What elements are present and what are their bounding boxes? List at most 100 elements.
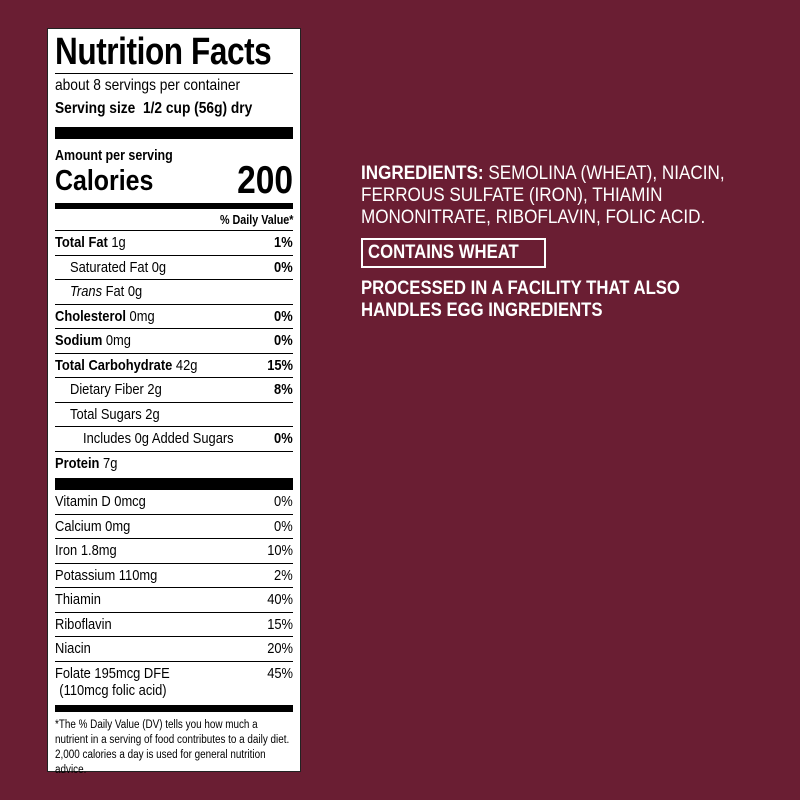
servings-per-container: about 8 servings per container (55, 74, 293, 97)
nutrient-daily-value: 1% (274, 234, 293, 252)
nutrient-name: Total Sugars (70, 405, 142, 423)
thick-divider (55, 478, 293, 490)
amount-per-serving-text: Amount per serving (55, 148, 173, 164)
nutrient-name: Includes 0g Added Sugars (83, 430, 234, 448)
facility-statement: PROCESSED IN A FACILITY THAT ALSO HANDLE… (361, 278, 781, 322)
vitamin-daily-value: 2% (274, 566, 293, 584)
vitamin-label: Riboflavin (55, 616, 112, 633)
nutrient-label: Dietary Fiber 2g (70, 381, 162, 398)
vitamin-label: Potassium 110mg (55, 567, 157, 584)
vitamin-label: Vitamin D 0mcg (55, 493, 146, 510)
nutrient-daily-value: 15% (267, 356, 293, 374)
vitamin-daily-value: 20% (267, 640, 293, 658)
vitamin-name: Potassium 110mg (55, 566, 158, 584)
nutrient-amount: 1g (111, 234, 126, 252)
nutrient-name: Total Fat (55, 234, 108, 252)
nutrient-list: Total Fat 1g 1% Saturated Fat 0g 0% Trans Fa… (55, 231, 293, 476)
vitamin-name: Vitamin D 0mcg (55, 493, 146, 511)
nutrient-amount: Fat 0g (105, 283, 143, 301)
vitamin-name: Calcium 0mg (55, 517, 131, 535)
footnote-text: *The % Daily Value (DV) tells you how mu… (55, 718, 290, 776)
serving-size: Serving size 1/2 cup (56g) dry (55, 97, 293, 120)
nutrient-row: Total Fat 1g 1% (55, 231, 293, 256)
medium-divider (55, 704, 293, 712)
nutrient-name: Dietary Fiber (70, 381, 144, 399)
nutrient-name: Saturated Fat (70, 258, 149, 276)
nutrient-label: Total Sugars 2g (70, 406, 160, 423)
vitamin-daily-value: 15% (267, 615, 293, 633)
nutrient-amount: 0mg (129, 307, 155, 325)
nutrient-row: Total Sugars 2g (55, 403, 293, 427)
nutrient-row: Cholesterol 0mg 0% (55, 305, 293, 329)
nutrient-daily-value: 0% (274, 332, 293, 350)
medium-divider (55, 203, 293, 209)
allergen-text: CONTAINS WHEAT (368, 242, 519, 263)
vitamin-name: Niacin (55, 640, 91, 658)
nutrient-label: Trans Fat 0g (70, 283, 142, 300)
vitamin-row: Iron 1.8mg 10% (55, 539, 293, 564)
facility-line: HANDLES EGG INGREDIENTS (361, 300, 603, 321)
vitamin-list: Vitamin D 0mcg 0% Calcium 0mg 0% Iron 1.8mg 1… (55, 490, 293, 705)
vitamin-name: Folate 195mcg DFE (55, 664, 170, 682)
vitamin-label: Iron 1.8mg (55, 542, 117, 559)
ingredients-line: MONONITRATE, RIBOFLAVIN, FOLIC ACID. (361, 207, 706, 228)
nutrient-label: Includes 0g Added Sugars (83, 430, 234, 447)
vitamin-daily-value: 40% (267, 591, 293, 609)
vitamin-name: Riboflavin (55, 615, 112, 633)
nutrient-name: Protein (55, 455, 100, 473)
daily-value-text: % Daily Value* (219, 213, 293, 227)
allergen-box: CONTAINS WHEAT (361, 238, 547, 268)
calories-label: Calories (55, 165, 154, 197)
ingredients-line: SEMOLINA (WHEAT), NIACIN, (488, 163, 725, 184)
vitamin-row: Thiamin 40% (55, 588, 293, 613)
nutrient-name: Total Carbohydrate (55, 356, 173, 374)
ingredients-statement: INGREDIENTS: SEMOLINA (WHEAT), NIACIN, F… (361, 163, 781, 229)
nutrient-row: Dietary Fiber 2g 8% (55, 378, 293, 403)
title-text: Nutrition Facts (55, 31, 272, 73)
nutrient-row: Sodium 0mg 0% (55, 329, 293, 354)
vitamin-row: Vitamin D 0mcg 0% (55, 490, 293, 515)
vitamin-label: Folate 195mcg DFE (110mcg folic acid) (55, 665, 170, 699)
divider (55, 73, 293, 74)
serving-size-value: 1/2 cup (56g) dry (142, 100, 253, 117)
vitamin-label: Thiamin (55, 591, 101, 608)
nutrient-row: Includes 0g Added Sugars 0% (55, 427, 293, 452)
vitamin-daily-value: 0% (274, 493, 293, 511)
nutrient-amount: 42g (175, 356, 198, 374)
vitamin-row: Niacin 20% (55, 637, 293, 662)
vitamin-label: Niacin (55, 640, 91, 657)
nutrient-daily-value: 0% (274, 430, 293, 448)
vitamin-row: Potassium 110mg 2% (55, 564, 293, 588)
nutrient-label: Total Carbohydrate 42g (55, 357, 197, 374)
nutrient-daily-value: 0% (274, 258, 293, 276)
vitamin-label: Calcium 0mg (55, 518, 130, 535)
nutrition-facts-label: Nutrition Facts about 8 servings per con… (47, 28, 301, 776)
vitamin-row: Folate 195mcg DFE (110mcg folic acid) 45% (55, 662, 293, 705)
nutrient-row: Protein 7g (55, 452, 293, 477)
ingredients-panel: INGREDIENTS: SEMOLINA (WHEAT), NIACIN, F… (361, 163, 781, 322)
facility-line: PROCESSED IN A FACILITY THAT ALSO (361, 278, 680, 299)
daily-value-header: % Daily Value* (55, 209, 293, 231)
servings-text: about 8 servings per container (55, 77, 241, 94)
nutrient-row: Total Carbohydrate 42g 15% (55, 354, 293, 378)
vitamin-daily-value: 10% (267, 542, 293, 560)
nutrient-amount: 2g (147, 381, 162, 399)
ingredients-line: FERROUS SULFATE (IRON), THIAMIN (361, 185, 663, 206)
nutrient-name: Sodium (55, 332, 103, 350)
serving-size-label: Serving size (55, 100, 136, 117)
nutrient-daily-value: 8% (274, 381, 293, 399)
calories-row: Calories 200 (55, 161, 293, 200)
ingredients-heading: INGREDIENTS: (361, 163, 484, 184)
vitamin-sub: (110mcg folic acid) (59, 681, 167, 699)
vitamin-daily-value: 0% (274, 517, 293, 535)
vitamin-name: Thiamin (55, 591, 101, 609)
nutrient-amount: 2g (145, 405, 160, 423)
nutrient-amount: 0g (151, 258, 167, 276)
nutrient-label: Sodium 0mg (55, 332, 131, 349)
nutrient-label: Total Fat 1g (55, 234, 126, 251)
nutrient-label: Protein 7g (55, 455, 117, 472)
vitamin-daily-value: 45% (267, 664, 293, 682)
nutrient-daily-value: 0% (274, 307, 293, 325)
thick-divider (55, 127, 293, 139)
nutrient-label: Saturated Fat 0g (70, 259, 166, 276)
